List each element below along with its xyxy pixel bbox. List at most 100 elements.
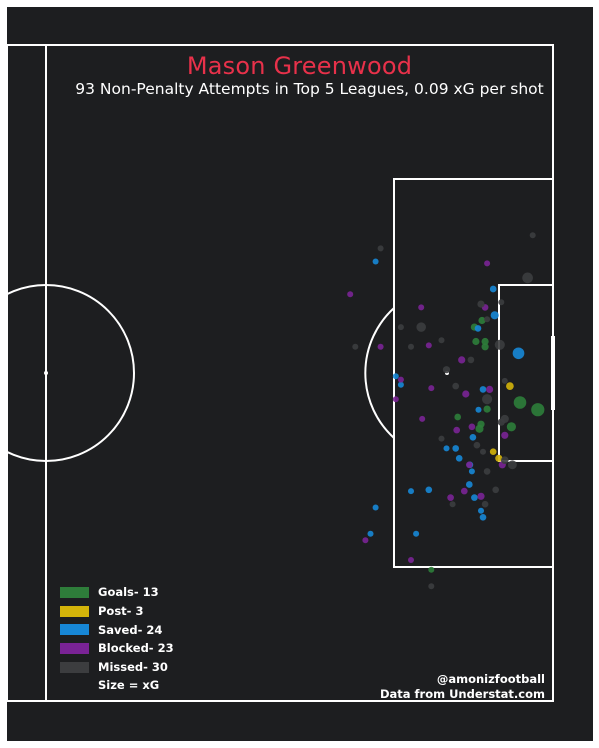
shot-point-missed [352, 343, 359, 350]
shot-point-saved [471, 494, 478, 501]
goal-mouth [551, 336, 555, 410]
shot-point-saved [490, 311, 499, 320]
shot-point-missed [507, 460, 517, 470]
shot-point-missed [467, 356, 475, 364]
chart-title: Mason Greenwood [186, 52, 413, 80]
shot-point-saved [372, 258, 379, 265]
shot-point-goal [531, 403, 545, 417]
shot-point-goal [428, 566, 435, 573]
shot-point-saved [474, 325, 482, 332]
shot-point-missed [484, 316, 491, 323]
penalty-arc [364, 307, 395, 439]
author-credit: @amonizfootball [436, 672, 545, 686]
legend-swatch-blocked [60, 642, 89, 654]
legend-item-goals: Goals- 13 [60, 583, 174, 602]
shot-point-missed [442, 366, 451, 374]
shot-point-missed [477, 300, 485, 308]
shot-point-blocked [407, 556, 415, 564]
center-spot [44, 371, 48, 375]
shot-point-saved [367, 530, 374, 537]
shot-point-missed [494, 339, 505, 350]
legend-item-post: Post- 3 [60, 602, 174, 621]
shot-point-goal [481, 337, 489, 346]
shot-point-blocked [477, 492, 485, 500]
legend-item-blocked: Blocked- 23 [60, 639, 174, 658]
penalty-box [393, 178, 554, 568]
shot-point-missed [438, 435, 445, 442]
shot-point-saved [512, 347, 525, 360]
shot-point-blocked [425, 342, 432, 349]
shot-point-missed [529, 232, 536, 239]
shot-point-blocked [453, 426, 461, 434]
legend-swatch-post [60, 605, 89, 617]
shot-point-saved [392, 373, 399, 380]
legend-item-saved: Saved- 24 [60, 620, 174, 639]
shot-point-saved [489, 285, 497, 293]
shot-point-blocked [418, 304, 425, 311]
shot-point-goal [478, 316, 486, 325]
shot-point-post [495, 454, 503, 462]
shot-point-missed [498, 299, 505, 306]
shot-point-goal [454, 413, 462, 421]
legend-label-blocked: Blocked- 23 [98, 641, 174, 656]
legend-item-missed: Missed- 30 [60, 658, 174, 677]
shot-point-blocked [458, 356, 466, 364]
shot-point-saved [407, 488, 415, 495]
shot-point-saved [468, 468, 475, 475]
shot-point-missed [522, 272, 533, 284]
shot-point-blocked [465, 461, 473, 469]
shot-point-saved [397, 381, 404, 388]
shot-point-blocked [501, 431, 509, 439]
shot-point-missed [482, 394, 493, 405]
shot-point-goal [481, 343, 489, 351]
shot-point-saved [413, 530, 420, 537]
shot-point-missed [452, 382, 460, 390]
shot-point-missed [483, 468, 491, 475]
center-circle [0, 284, 135, 462]
shot-point-saved [425, 486, 433, 494]
chart-background [7, 7, 593, 741]
shot-point-missed [377, 245, 384, 252]
shot-point-missed [500, 456, 509, 465]
shot-point-blocked [462, 390, 470, 398]
shot-point-saved [479, 513, 487, 521]
legend-swatch-saved [60, 624, 89, 636]
shot-point-saved [452, 445, 460, 452]
shot-point-saved [443, 445, 450, 452]
shot-point-goal [483, 405, 491, 413]
shot-point-missed [397, 324, 404, 331]
shot-point-saved [372, 504, 379, 511]
legend-size-note: Size = xG [98, 678, 160, 693]
shot-point-saved [469, 433, 477, 441]
legend-swatch-missed [60, 661, 89, 673]
shot-point-saved [475, 406, 482, 413]
shot-point-blocked [468, 423, 476, 431]
shot-point-blocked [460, 487, 468, 495]
legend-label-goals: Goals- 13 [98, 585, 159, 600]
legend-label-saved: Saved- 24 [98, 622, 163, 637]
credits: @amonizfootball Data from Understat.com [380, 672, 545, 702]
legend-swatch-goals [60, 586, 89, 598]
legend: Goals- 13 Post- 3 Saved- 24 Blocked- 23 … [60, 583, 174, 694]
shot-point-blocked [347, 291, 354, 298]
shot-point-blocked [362, 537, 369, 544]
shot-point-blocked [419, 415, 426, 422]
shot-point-missed [479, 448, 487, 455]
shot-point-blocked [377, 343, 384, 350]
shot-point-blocked [447, 494, 454, 501]
shot-point-missed [449, 501, 456, 508]
shot-point-missed [473, 441, 481, 449]
shot-point-missed [501, 377, 508, 384]
shot-point-goal [506, 422, 516, 432]
shot-point-post [489, 448, 497, 456]
shot-point-missed [481, 500, 489, 508]
data-source: Data from Understat.com [379, 687, 545, 701]
legend-label-missed: Missed- 30 [98, 660, 168, 675]
shot-point-blocked [397, 376, 404, 383]
shot-point-blocked [428, 385, 435, 392]
legend-label-post: Post- 3 [98, 604, 144, 619]
shot-point-missed [416, 322, 426, 332]
shot-point-missed [438, 337, 445, 344]
shot-point-saved [455, 454, 463, 462]
